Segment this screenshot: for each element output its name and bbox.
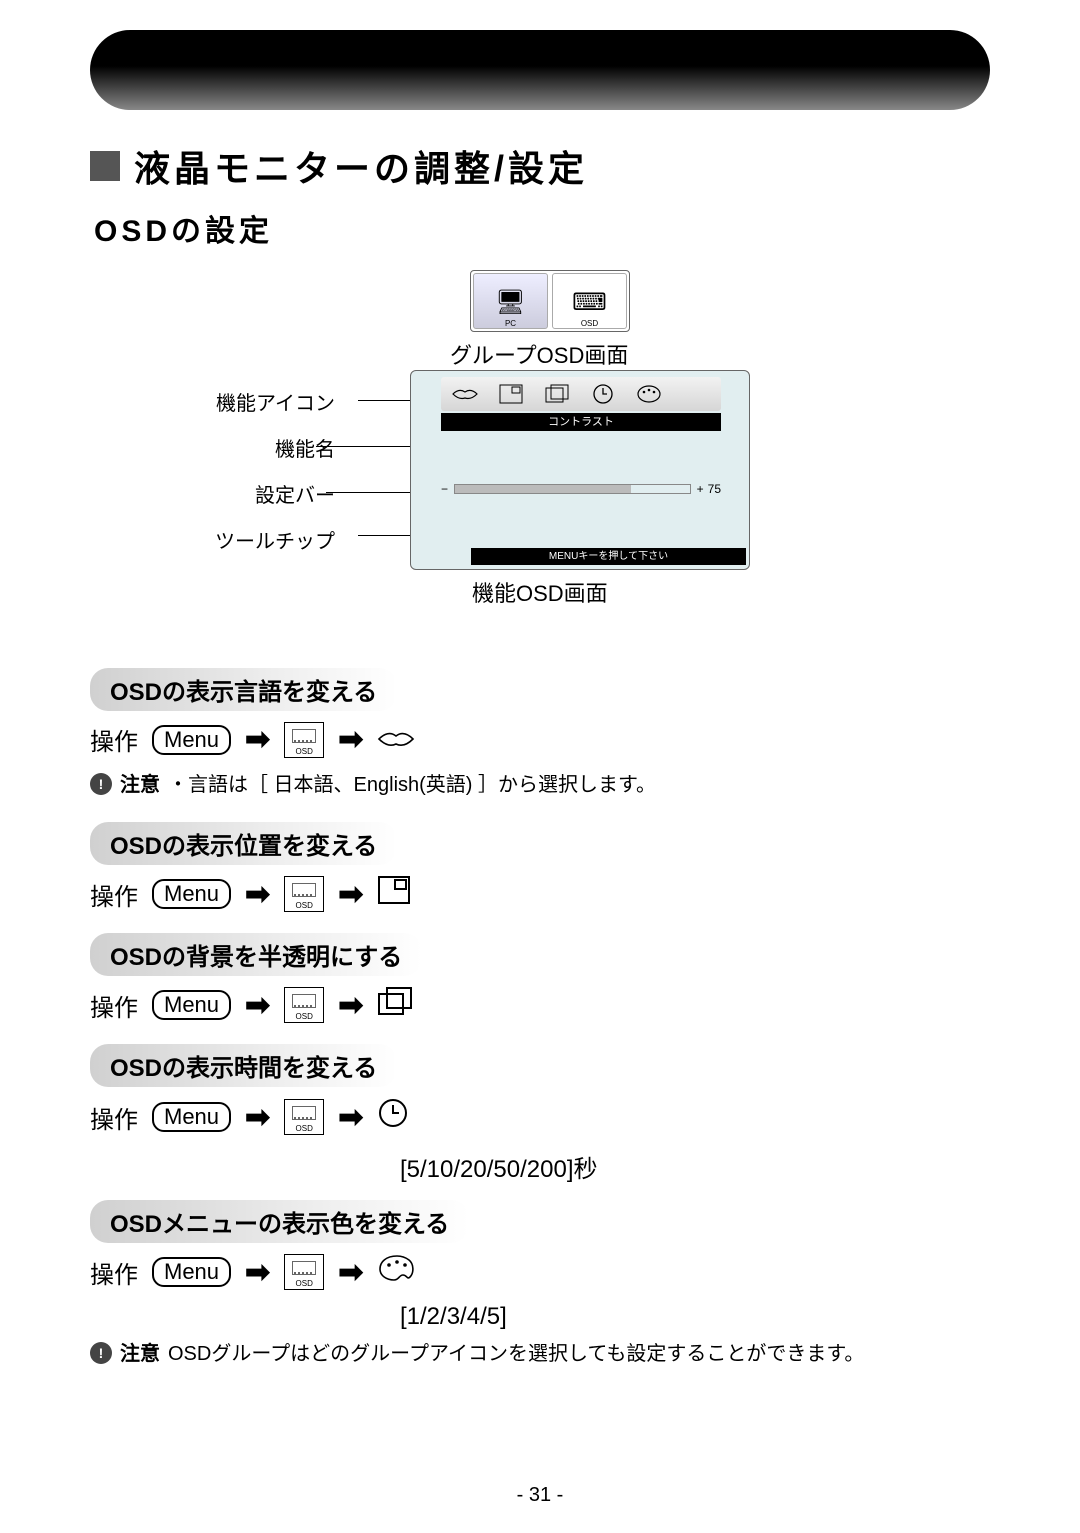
func-osd-caption: 機能OSD画面 <box>472 576 608 608</box>
group-tab-label: PC <box>505 319 516 328</box>
setting-value: 75 <box>708 482 721 496</box>
section-title-pill: OSDの表示言語を変える <box>90 668 397 711</box>
title-main: 液晶モニターの調整/設定 <box>134 140 588 192</box>
arrow-right-icon: ➡ <box>245 722 270 757</box>
op-label: 操作 <box>90 1255 138 1290</box>
func-name-bar: コントラスト <box>441 413 721 431</box>
section-title-pill: OSDの表示時間を変える <box>90 1044 397 1087</box>
operation-row: 操作 Menu ➡ OSD ➡ <box>90 721 990 758</box>
clock-icon <box>585 381 621 407</box>
palette-icon <box>377 1253 417 1291</box>
group-tab-label: OSD <box>581 319 598 328</box>
group-osd-caption: グループOSD画面 <box>450 338 628 370</box>
position-icon <box>377 875 411 913</box>
op-label: 操作 <box>90 877 138 912</box>
label-func-name: 機能名 <box>215 424 335 470</box>
operation-row: 操作 Menu ➡ OSD ➡ <box>90 1253 990 1291</box>
note-label: 注意 <box>120 770 160 800</box>
osd-mini-icon: OSD <box>284 876 324 912</box>
arrow-right-icon: ➡ <box>338 722 363 757</box>
label-tooltip: ツールチップ <box>215 516 335 562</box>
keyboard-icon: ⌨ <box>572 288 607 317</box>
menu-button[interactable]: Menu <box>152 1257 231 1287</box>
operation-row: 操作 Menu ➡ OSD ➡ <box>90 1097 990 1137</box>
osd-mini-icon: OSD <box>284 987 324 1023</box>
group-osd-panel: 🖥 PC ⌨ OSD <box>470 270 630 332</box>
note-text: OSDグループはどのグループアイコンを選択しても設定することができます。 <box>168 1339 864 1369</box>
arrow-right-icon: ➡ <box>245 988 270 1023</box>
arrow-right-icon: ➡ <box>338 1100 363 1135</box>
note-row: ! 注意・言語は［ 日本語、English(英語) ］から選択します。 <box>90 770 990 800</box>
menu-button[interactable]: Menu <box>152 990 231 1020</box>
osd-mini-icon: OSD <box>284 1254 324 1290</box>
osd-mini-icon: OSD <box>284 722 324 758</box>
lips-icon <box>377 721 415 758</box>
menu-button[interactable]: Menu <box>152 725 231 755</box>
palette-icon <box>631 381 667 407</box>
section-title-pill: OSDの背景を半透明にする <box>90 933 422 976</box>
arrow-right-icon: ➡ <box>338 877 363 912</box>
note-row: ! 注意 OSDグループはどのグループアイコンを選択しても設定することができます。 <box>90 1339 990 1369</box>
arrow-right-icon: ➡ <box>245 1255 270 1290</box>
lips-icon <box>447 381 483 407</box>
info-badge-icon: ! <box>90 1342 112 1364</box>
func-osd-panel: コントラスト − + 75 MENUキーを押して下さい <box>410 370 750 570</box>
arrow-right-icon: ➡ <box>338 988 363 1023</box>
clock-icon <box>377 1097 409 1137</box>
label-func-icons: 機能アイコン <box>215 378 335 424</box>
page-number: - 31 - <box>0 1484 1080 1507</box>
operation-row: 操作 Menu ➡ OSD ➡ <box>90 875 990 913</box>
section-title-pill: OSDの表示位置を変える <box>90 822 397 865</box>
arrow-right-icon: ➡ <box>245 877 270 912</box>
minus-label: − <box>441 482 448 496</box>
label-column: 機能アイコン 機能名 設定バー ツールチップ <box>215 378 335 562</box>
menu-button[interactable]: Menu <box>152 879 231 909</box>
info-badge-icon: ! <box>90 773 112 795</box>
op-label: 操作 <box>90 988 138 1023</box>
func-icons-row <box>441 377 721 411</box>
window-icon <box>539 381 575 407</box>
values-note: [5/10/20/50/200]秒 <box>400 1149 990 1184</box>
plus-label: + <box>697 482 704 496</box>
values-note: [1/2/3/4/5] <box>400 1303 990 1331</box>
operation-row: 操作 Menu ➡ OSD ➡ <box>90 986 990 1024</box>
diagram-area: 🖥 PC ⌨ OSD グループOSD画面 機能アイコン 機能名 設定バー ツール… <box>90 270 990 650</box>
title-bullet-square <box>90 151 120 181</box>
menu-button[interactable]: Menu <box>152 1102 231 1132</box>
setting-bar <box>454 484 691 494</box>
tooltip-bar: MENUキーを押して下さい <box>471 548 746 565</box>
arrow-right-icon: ➡ <box>338 1255 363 1290</box>
osd-mini-icon: OSD <box>284 1099 324 1135</box>
pc-icon: 🖥 <box>495 288 525 317</box>
setting-bar-fill <box>455 485 631 493</box>
title-row: 液晶モニターの調整/設定 <box>90 140 990 192</box>
label-setting-bar: 設定バー <box>215 470 335 516</box>
note-text: ・言語は［ 日本語、English(英語) ］から選択します。 <box>168 770 656 800</box>
subtitle: OSDの設定 <box>94 206 990 250</box>
op-label: 操作 <box>90 722 138 757</box>
section-title-pill: OSDメニューの表示色を変える <box>90 1200 469 1243</box>
op-label: 操作 <box>90 1100 138 1135</box>
setting-bar-row: − + 75 <box>441 479 721 499</box>
group-tab-osd: ⌨ OSD <box>552 273 627 329</box>
note-label: 注意 <box>120 1339 160 1369</box>
arrow-right-icon: ➡ <box>245 1100 270 1135</box>
position-icon <box>493 381 529 407</box>
window-icon <box>377 986 413 1024</box>
header-pill <box>90 30 990 110</box>
group-tab-pc: 🖥 PC <box>473 273 548 329</box>
